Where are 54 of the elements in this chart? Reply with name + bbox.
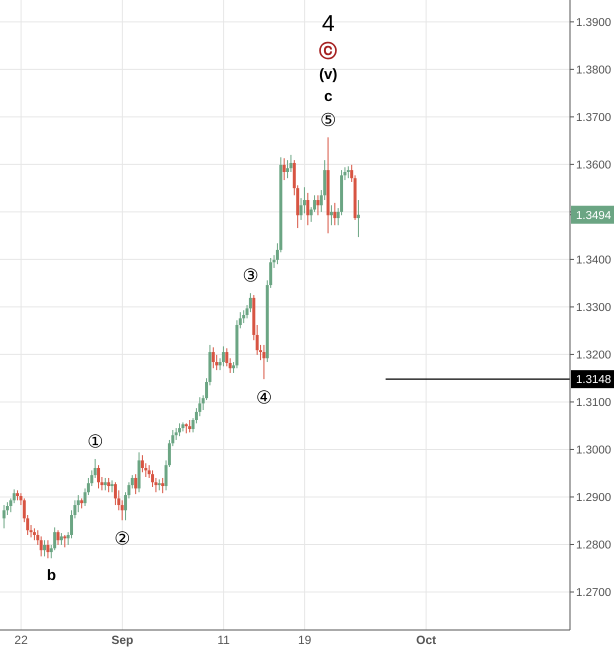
candlestick	[63, 534, 66, 548]
candlestick	[140, 454, 144, 473]
candlestick	[161, 477, 164, 494]
candlestick	[56, 530, 60, 546]
candlestick	[333, 202, 336, 226]
candlestick	[107, 477, 110, 493]
candlestick	[222, 346, 225, 367]
y-tick-label: 1.3800	[576, 64, 612, 76]
candlestick	[16, 490, 20, 501]
annotation: b	[46, 567, 56, 584]
y-tick-label: 1.3200	[576, 349, 612, 362]
candlestick	[43, 540, 46, 557]
candlestick	[262, 344, 266, 380]
candlestick	[356, 200, 360, 238]
x-tick-label: 11	[217, 633, 230, 647]
candlestick	[110, 480, 114, 493]
candlestick	[330, 204, 333, 226]
annotation: ③	[242, 266, 259, 286]
y-tick-label: 1.3700	[576, 112, 612, 124]
candlestick	[60, 532, 63, 546]
candlestick	[212, 346, 215, 369]
candlestick	[181, 422, 184, 432]
candlestick	[2, 504, 6, 529]
candlestick	[46, 540, 50, 559]
annotation: ②	[114, 528, 130, 549]
annotation: 1.3148	[576, 374, 612, 386]
y-tick-label: 1.2900	[576, 492, 612, 504]
y-tick-label: 1.3300	[576, 302, 612, 314]
candlestick	[32, 528, 36, 541]
x-tick-label: Sep	[111, 633, 134, 647]
y-tick-label: 1.3400	[576, 254, 612, 266]
y-tick-label: 1.2700	[576, 587, 612, 600]
candlestick	[316, 194, 320, 216]
y-tick-label: 1.3600	[576, 159, 612, 172]
candlestick	[346, 166, 350, 179]
x-tick-label: Oct	[416, 633, 436, 647]
candlestick	[134, 474, 138, 495]
candlestick	[306, 192, 310, 226]
candlestick	[104, 477, 107, 491]
candlestick	[97, 464, 100, 489]
annotation: ①	[87, 431, 104, 452]
y-tick-label: 1.2800	[576, 540, 612, 552]
y-tick-label: 1.3900	[576, 16, 612, 29]
candlestick	[178, 422, 182, 437]
candlestick	[282, 158, 286, 181]
y-tick-label: 1.3100	[576, 396, 612, 409]
annotation: ④	[256, 388, 272, 408]
candlestick	[158, 478, 161, 491]
x-tick-label: 19	[298, 633, 312, 647]
y-tick-label: 1.3494	[576, 210, 612, 222]
annotation: 4 ⓒ (v) c ⑤	[319, 10, 338, 130]
candlestick	[188, 420, 192, 433]
x-tick-label: 22	[14, 633, 28, 647]
y-tick-label: 1.3000	[576, 444, 612, 456]
